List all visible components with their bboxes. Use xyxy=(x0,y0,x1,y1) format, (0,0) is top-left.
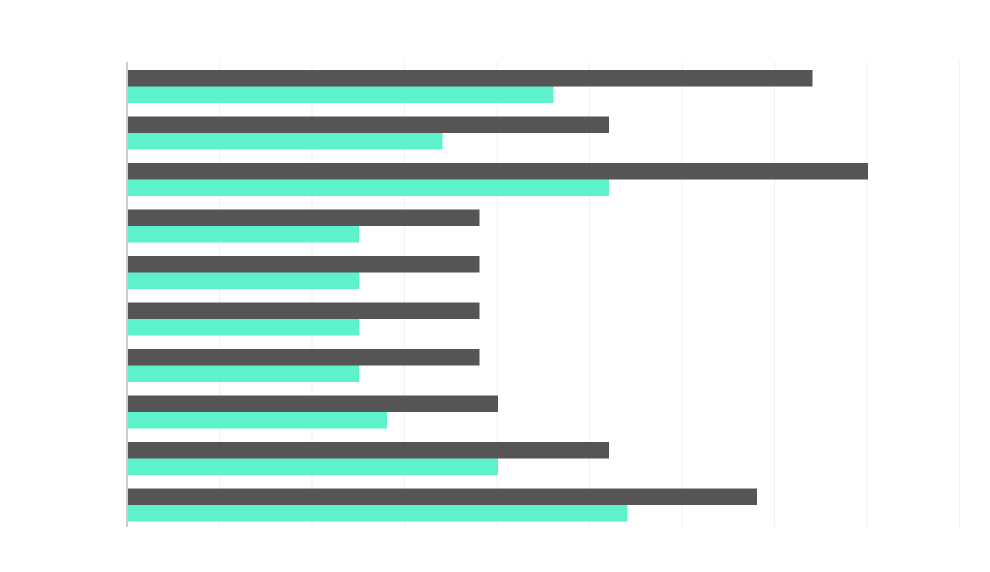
bar-series-2-row-2 xyxy=(128,133,443,150)
bar-series-2-row-10 xyxy=(128,505,628,522)
bar-series-1-row-4 xyxy=(128,209,480,226)
bar-series-2-row-8 xyxy=(128,412,387,429)
bar-series-1-row-5 xyxy=(128,256,480,273)
bar-series-2-row-3 xyxy=(128,179,609,196)
bar-series-2-row-9 xyxy=(128,458,498,475)
bar-series-2-row-1 xyxy=(128,86,554,103)
bar-series-1-row-7 xyxy=(128,349,480,366)
bar-series-2-row-4 xyxy=(128,226,360,243)
bar-series-1-row-2 xyxy=(128,116,609,133)
bar-series-1-row-8 xyxy=(128,395,498,412)
bar-series-2-row-5 xyxy=(128,272,360,289)
bar-series-2-row-6 xyxy=(128,319,360,336)
bar-series-1-row-1 xyxy=(128,70,813,87)
bar-series-2-row-7 xyxy=(128,365,360,382)
bar-series-1-row-3 xyxy=(128,163,868,180)
bar-series-1-row-10 xyxy=(128,488,757,505)
bars xyxy=(128,70,868,522)
bar-series-1-row-9 xyxy=(128,442,609,459)
bar-series-1-row-6 xyxy=(128,302,480,319)
